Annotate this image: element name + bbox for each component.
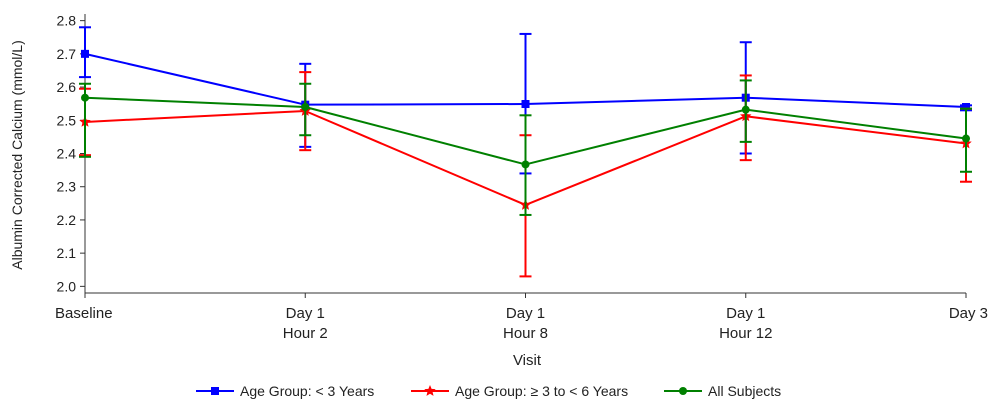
legend-label-1: Age Group: ≥ 3 to < 6 Years xyxy=(455,383,628,399)
y-tick-label: 2.0 xyxy=(57,278,77,294)
y-tick-label: 2.8 xyxy=(57,13,77,29)
legend-marker-0 xyxy=(211,387,219,395)
series-line-segment xyxy=(84,96,306,108)
legend-label-2: All Subjects xyxy=(708,383,781,399)
data-point xyxy=(521,100,530,109)
x-tick-label: Hour 2 xyxy=(283,325,328,342)
data-point xyxy=(962,134,970,143)
x-tick-label: Day 1 xyxy=(506,305,545,322)
axes: 2.0 2.1 2.2 2.3 2.4 2.5 2.6 2.7 2.8 Baseline Day 1… xyxy=(55,13,988,342)
data-point xyxy=(81,49,89,58)
y-tick-label: 2.7 xyxy=(57,46,77,62)
data-point xyxy=(81,93,89,102)
series-line-segment xyxy=(745,108,967,140)
x-tick-label: Hour 8 xyxy=(503,325,548,342)
y-tick-label: 2.2 xyxy=(57,212,77,228)
data-point xyxy=(962,103,970,111)
data-point xyxy=(521,160,530,169)
y-tick-label: 2.5 xyxy=(57,112,77,128)
data-point xyxy=(741,105,750,114)
legend-label-0: Age Group: < 3 Years xyxy=(240,383,374,399)
y-tick-label: 2.1 xyxy=(57,245,77,261)
legend: Age Group: < 3 Years Age Group: ≥ 3 to < … xyxy=(196,383,781,399)
x-tick-label: Day 1 xyxy=(286,305,325,322)
series-line-segment xyxy=(304,106,526,166)
y-axis-label: Albumin Corrected Calcium (mmol/L) xyxy=(9,40,25,270)
series-line-segment xyxy=(304,110,526,206)
legend-marker-1 xyxy=(424,385,436,396)
series-line-segment xyxy=(525,115,747,206)
x-axis-label: Visit xyxy=(513,352,542,369)
series-line-segment xyxy=(84,109,306,123)
series-line-segment xyxy=(305,103,526,106)
plot-area xyxy=(79,26,972,278)
data-point xyxy=(301,103,310,111)
y-tick-label: 2.4 xyxy=(57,146,77,162)
y-tick-label: 2.3 xyxy=(57,179,77,195)
series-line-segment xyxy=(745,115,967,145)
series-line-segment xyxy=(525,108,746,166)
x-tick-label: Day 3 xyxy=(949,305,988,322)
series-line-segment xyxy=(525,96,746,106)
series-line-segment xyxy=(745,96,967,108)
series-line-segment xyxy=(84,52,306,106)
series-2 xyxy=(79,79,972,216)
x-tick-label: Day 1 xyxy=(726,305,765,322)
legend-marker-2 xyxy=(679,387,687,395)
x-tick-label: Hour 12 xyxy=(719,325,772,342)
y-tick-label: 2.6 xyxy=(57,79,77,95)
x-tick-label: Baseline xyxy=(55,305,113,322)
